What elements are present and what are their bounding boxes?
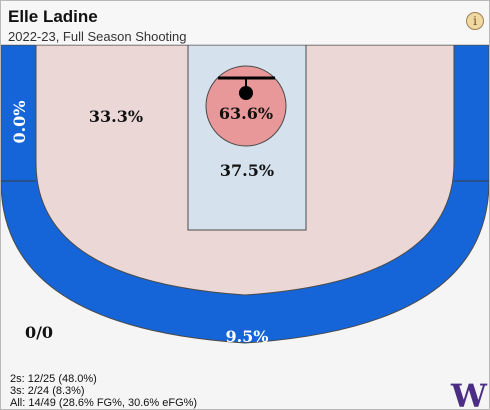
restricted-area-pct: 63.6% — [219, 104, 273, 123]
all-shots-line: All: 14/49 (28.6% FG%, 30.6% eFG%) — [10, 397, 198, 409]
info-icon[interactable]: i — [466, 12, 484, 30]
restricted-area-zone[interactable] — [205, 65, 287, 147]
rim — [239, 86, 253, 100]
left-midrange-pct: 33.3% — [89, 107, 143, 126]
above-break-three-pct: 9.5% — [225, 327, 268, 346]
paint-pct: 37.5% — [220, 161, 274, 180]
shooting-summary: 2s: 12/25 (48.0%) 3s: 2/24 (8.3%) All: 1… — [10, 373, 197, 409]
team-logo: W — [450, 378, 488, 410]
player-name: Elle Ladine — [8, 7, 98, 26]
svg-text:W: W — [450, 378, 488, 410]
twos-line: 2s: 12/25 (48.0%) — [10, 373, 97, 385]
threes-line: 3s: 2/24 (8.3%) — [10, 385, 85, 397]
chart-header: Elle Ladine 2022-23, Full Season Shootin… — [1, 1, 489, 45]
left-corner-three-pct: 0.0% — [10, 100, 29, 143]
season-label: 2022-23, Full Season Shooting — [8, 29, 187, 44]
backcourt-count: 0/0 — [25, 323, 53, 342]
info-glyph: i — [473, 14, 477, 28]
half-court: 0.0% 33.3% 63.6% 37.5% 9.5% 0/0 — [1, 45, 489, 371]
